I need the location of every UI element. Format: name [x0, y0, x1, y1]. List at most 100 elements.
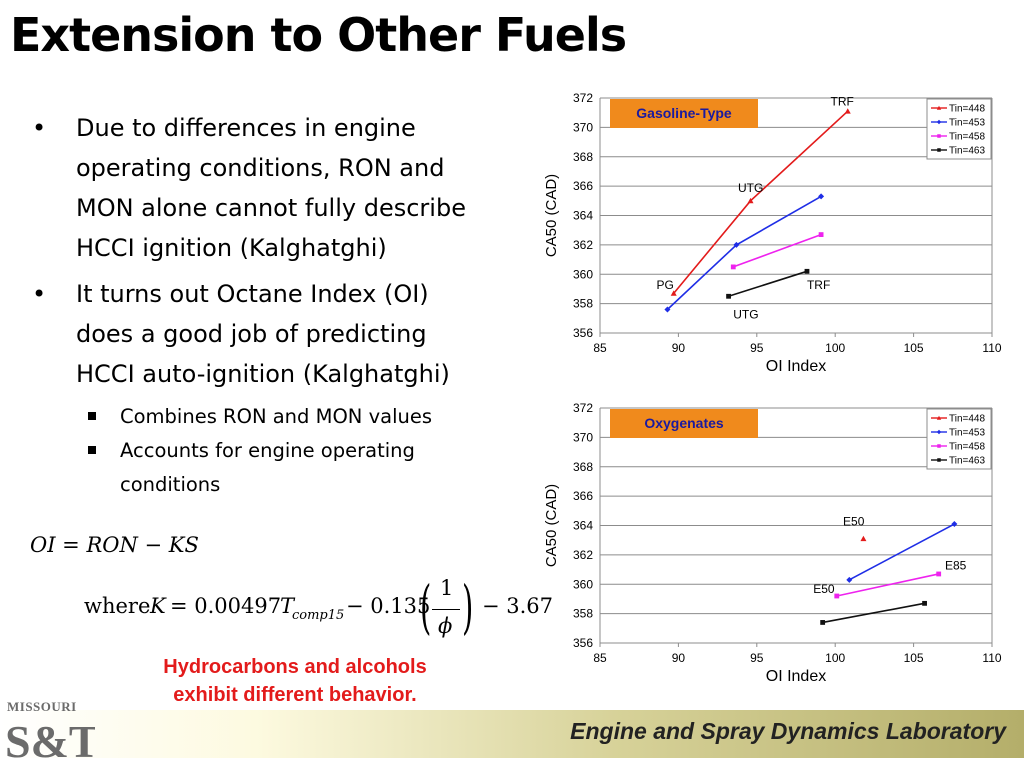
- data-point: [937, 458, 941, 462]
- point-annotation: E50: [813, 582, 835, 596]
- series-line: [848, 523, 955, 581]
- chart-label-box: [610, 409, 758, 438]
- point-annotation: E50: [843, 515, 865, 529]
- x-tick-label: 110: [982, 651, 1001, 665]
- series-tin-448: [670, 108, 851, 296]
- legend-item: Tin=463: [931, 456, 985, 467]
- x-tick-label: 95: [750, 341, 764, 355]
- series-line: [822, 602, 925, 624]
- equation-fraction-bar: [432, 609, 460, 610]
- y-tick-label: 366: [573, 179, 593, 193]
- equation-paren-right: ): [462, 573, 474, 641]
- series-line: [733, 233, 822, 268]
- x-axis-label: OI Index: [766, 668, 826, 685]
- point-annotation: E85: [945, 559, 967, 573]
- chart-gasoline-type: 356 358 360 362 364 366 368 370 372 85 90 95 100 105 1…: [530, 88, 1024, 388]
- data-point: [860, 535, 867, 542]
- chart-svg: 356 358 360 362 364 366 368 370 372 85 90 95 100 105 1…: [543, 91, 1002, 375]
- legend-item: Tin=448: [931, 414, 985, 425]
- legend-label: Tin=448: [949, 104, 985, 115]
- legend-label: Tin=458: [949, 132, 985, 143]
- y-tick-label: 370: [573, 430, 593, 444]
- chart-oxygenates: 356 358 360 362 364 366 368 370 372 85 90 95 100 105 1…: [530, 398, 1024, 698]
- y-tick-label: 372: [573, 401, 593, 415]
- data-point: [936, 429, 942, 435]
- bullet-dot-icon: •: [32, 280, 47, 308]
- legend-item: Tin=463: [931, 146, 985, 157]
- y-tick-label: 358: [573, 297, 593, 311]
- y-tick-label: 356: [573, 636, 593, 650]
- x-tick-label: 90: [672, 341, 686, 355]
- data-point: [733, 241, 740, 248]
- university-logo: MISSOURI S&T: [5, 697, 100, 767]
- y-tick-label: 366: [573, 489, 593, 503]
- data-point: [936, 119, 942, 125]
- bullet-line: HCCI auto-ignition (Kalghatghi): [76, 360, 450, 388]
- sub-bullet-item: Accounts for engine operating conditions: [30, 434, 535, 502]
- equation-k-symbol: K: [150, 594, 166, 618]
- y-tick-label: 368: [573, 150, 593, 164]
- chart-label-text: Oxygenates: [644, 415, 724, 431]
- legend-item: Tin=458: [931, 132, 985, 143]
- bullet-item: • Due to differences in engine operating…: [30, 108, 535, 268]
- data-point: [818, 193, 825, 200]
- x-tick-label: 85: [593, 651, 607, 665]
- data-point: [936, 571, 942, 577]
- series-tin-453: [664, 193, 825, 313]
- series-tin-458: [834, 571, 942, 599]
- chart-label-box: [610, 99, 758, 128]
- point-annotation: UTG: [733, 307, 758, 321]
- y-tick-label: 362: [573, 238, 593, 252]
- sub-bullet-item: Combines RON and MON values: [30, 400, 535, 434]
- equation-fraction-den: ϕ: [438, 614, 453, 638]
- legend-item: Tin=453: [931, 428, 985, 439]
- bullet-dot-icon: •: [32, 114, 47, 142]
- y-axis-label: CA50 (CAD): [543, 174, 560, 257]
- y-tick-label: 356: [573, 326, 593, 340]
- x-axis-label: OI Index: [766, 358, 826, 375]
- sub-bullet-line: Combines RON and MON values: [120, 405, 432, 428]
- series-tin-463: [820, 600, 927, 625]
- equation-oi: OI = RON − KS: [30, 533, 199, 557]
- equation-term2: − 0.135: [346, 594, 431, 618]
- bullet-line: MON alone cannot fully describe: [76, 194, 466, 222]
- data-point: [937, 134, 941, 138]
- note-text: Hydrocarbons and alcohols exhibit differ…: [100, 653, 490, 709]
- logo-line1: MISSOURI: [7, 699, 77, 714]
- equation-t-symbol: T: [280, 594, 295, 618]
- footer-bar: [0, 710, 1024, 758]
- series-tin-448: [860, 535, 867, 542]
- bullet-item: • It turns out Octane Index (OI) does a …: [30, 274, 535, 394]
- data-point: [936, 415, 942, 420]
- point-annotation: TRF: [830, 94, 853, 108]
- data-point: [818, 232, 824, 237]
- x-tick-label: 85: [593, 341, 607, 355]
- data-point: [804, 268, 810, 274]
- chart-svg: 356 358 360 362 364 366 368 370 372 85 90 95 100 105 1…: [543, 401, 1002, 685]
- x-tick-label: 110: [982, 341, 1001, 355]
- data-point: [951, 521, 958, 528]
- bullet-line: operating conditions, RON and: [76, 154, 445, 182]
- data-point: [846, 576, 853, 583]
- data-point: [922, 600, 927, 606]
- equation-paren-left: (: [420, 573, 432, 641]
- x-tick-label: 100: [825, 341, 845, 355]
- sub-bullet-line: Accounts for engine operating: [120, 439, 415, 462]
- equation-k-coef: = 0.00497: [170, 594, 282, 618]
- data-point: [726, 293, 731, 299]
- y-tick-label: 362: [573, 548, 593, 562]
- data-point: [820, 620, 826, 625]
- footer-text: Engine and Spray Dynamics Laboratory: [570, 718, 1006, 744]
- data-point: [937, 148, 941, 152]
- data-point: [747, 197, 754, 204]
- note-line: Hydrocarbons and alcohols: [163, 656, 427, 678]
- x-tick-label: 105: [904, 651, 924, 665]
- legend-item: Tin=453: [931, 118, 985, 129]
- data-point: [670, 290, 677, 296]
- series-line: [673, 110, 849, 294]
- bullet-list: • Due to differences in engine operating…: [30, 108, 535, 502]
- equation-term3: − 3.67: [482, 594, 554, 618]
- equation-k: where K = 0.00497 T comp15 − 0.135 ( 1 ϕ…: [84, 573, 553, 646]
- slide-title: Extension to Other Fuels: [10, 8, 627, 62]
- equation-t-subscript: comp15: [292, 608, 345, 623]
